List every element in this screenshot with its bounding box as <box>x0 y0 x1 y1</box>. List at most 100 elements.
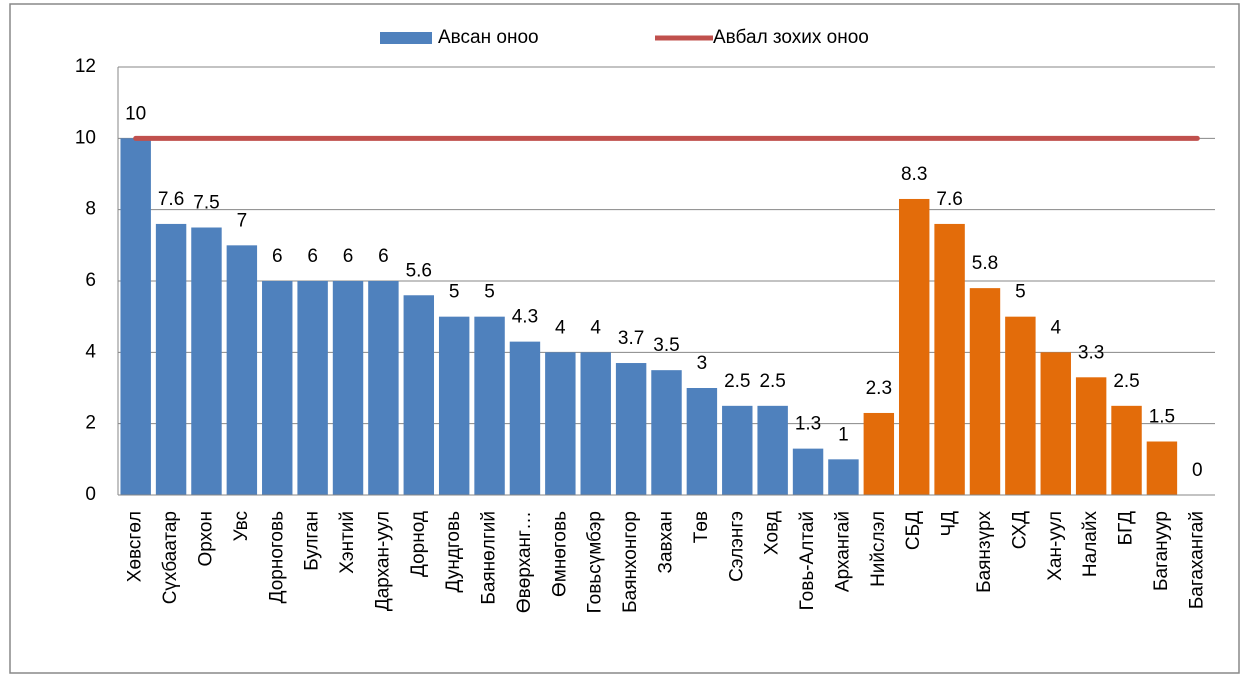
x-tick-label: Сэлэнгэ <box>726 511 747 582</box>
data-label: 1.3 <box>795 414 821 435</box>
data-label: 4 <box>1050 317 1061 338</box>
data-label: 4.3 <box>512 307 538 328</box>
x-tick-label: Сүхбаатар <box>160 511 181 604</box>
y-tick-label: 10 <box>75 127 96 148</box>
x-tick-label: Увс <box>231 511 252 541</box>
bar <box>1040 352 1071 495</box>
bar <box>934 223 965 495</box>
data-label: 2.3 <box>866 378 892 399</box>
bar <box>828 459 859 495</box>
data-label: 5 <box>1015 282 1026 303</box>
bar <box>1005 316 1036 495</box>
data-label: 7.6 <box>158 189 184 210</box>
bar <box>792 448 824 495</box>
data-label: 10 <box>125 103 146 124</box>
bar <box>1146 441 1178 495</box>
bar <box>191 227 222 495</box>
bar <box>120 138 151 496</box>
x-tick-label: Булган <box>302 511 323 571</box>
x-tick-label: Өмнөговь <box>549 511 570 597</box>
x-tick-label: Нийслэл <box>868 511 889 587</box>
x-tick-label: Дорнод <box>408 511 429 577</box>
x-tick-label: СБД <box>903 511 924 550</box>
data-label: 4 <box>555 317 566 338</box>
y-tick-label: 0 <box>85 484 96 505</box>
data-label: 6 <box>307 246 318 267</box>
x-tick-label: Ховд <box>762 511 783 555</box>
data-label: 6 <box>272 246 283 267</box>
bar <box>580 352 611 495</box>
data-label: 5.8 <box>972 253 998 274</box>
x-tick-label: Хан-уул <box>1045 511 1066 581</box>
data-label: 2.5 <box>724 371 750 392</box>
x-tick-label: Өвөрханг… <box>514 511 535 613</box>
bar <box>297 281 328 495</box>
bar <box>474 316 505 495</box>
bar <box>545 352 576 495</box>
data-label: 6 <box>343 246 354 267</box>
y-tick-label: 6 <box>85 270 96 291</box>
data-label: 2.5 <box>759 371 785 392</box>
x-tick-label: БГД <box>1116 511 1137 545</box>
bar <box>1075 377 1107 495</box>
bar <box>863 412 895 495</box>
data-label: 4 <box>590 317 601 338</box>
data-label: 5.6 <box>406 260 432 281</box>
x-tick-label: Төв <box>691 511 712 543</box>
data-label: 3 <box>697 353 708 374</box>
bar <box>722 405 753 495</box>
data-label: 7.6 <box>936 189 962 210</box>
x-tick-label: Дархан-уул <box>372 511 393 611</box>
bar <box>438 316 470 495</box>
bar <box>226 245 258 495</box>
bar <box>898 198 930 495</box>
x-tick-label: Багахангай <box>1186 511 1207 609</box>
data-label: 8.3 <box>901 164 927 185</box>
x-tick-label: Баянзүрх <box>974 511 995 593</box>
x-tick-label: Баянөлгий <box>479 511 500 605</box>
data-label: 7 <box>237 210 248 231</box>
bar <box>368 281 399 495</box>
x-tick-label: Налайх <box>1080 511 1101 578</box>
x-tick-label: Завхан <box>656 511 677 573</box>
bar <box>651 370 682 495</box>
bar <box>686 388 718 495</box>
x-tick-label: Хөвсгөл <box>125 511 146 582</box>
data-label: 2.5 <box>1113 371 1139 392</box>
x-tick-label: СХД <box>1009 511 1030 549</box>
y-tick-label: 2 <box>85 413 96 434</box>
x-tick-label: Баянхонгор <box>620 511 641 613</box>
bar <box>155 223 187 495</box>
bar <box>262 281 293 495</box>
bar <box>403 295 435 495</box>
data-label: 3.5 <box>653 335 679 356</box>
data-label: 6 <box>378 246 389 267</box>
data-label: 3.3 <box>1078 342 1104 363</box>
y-tick-label: 4 <box>85 341 96 362</box>
x-tick-label: Хэнтий <box>337 511 358 574</box>
legend-swatch <box>380 32 432 44</box>
x-tick-label: Дундговь <box>443 511 464 593</box>
data-label: 3.7 <box>618 328 644 349</box>
x-tick-label: Говь-Алтай <box>797 511 818 610</box>
data-label: 5 <box>484 282 495 303</box>
x-tick-label: Архангай <box>832 511 853 592</box>
y-tick-label: 12 <box>75 56 96 77</box>
data-label: 7.5 <box>193 193 219 214</box>
bar <box>969 288 1001 495</box>
legend-label: Авбал зохих оноо <box>713 27 869 48</box>
bar <box>509 341 541 495</box>
x-tick-label: Орхон <box>195 511 216 566</box>
data-label: 5 <box>449 282 460 303</box>
x-tick-label: Багануур <box>1151 511 1172 591</box>
x-tick-label: Дорноговь <box>266 511 287 603</box>
bar <box>332 281 364 495</box>
y-tick-label: 8 <box>85 199 96 220</box>
x-tick-label: ЧД <box>939 511 960 537</box>
legend-label: Авсан оноо <box>438 27 539 48</box>
bar <box>757 405 788 495</box>
bar <box>615 363 647 495</box>
data-label: 1.5 <box>1149 407 1175 428</box>
bar <box>1111 405 1142 495</box>
